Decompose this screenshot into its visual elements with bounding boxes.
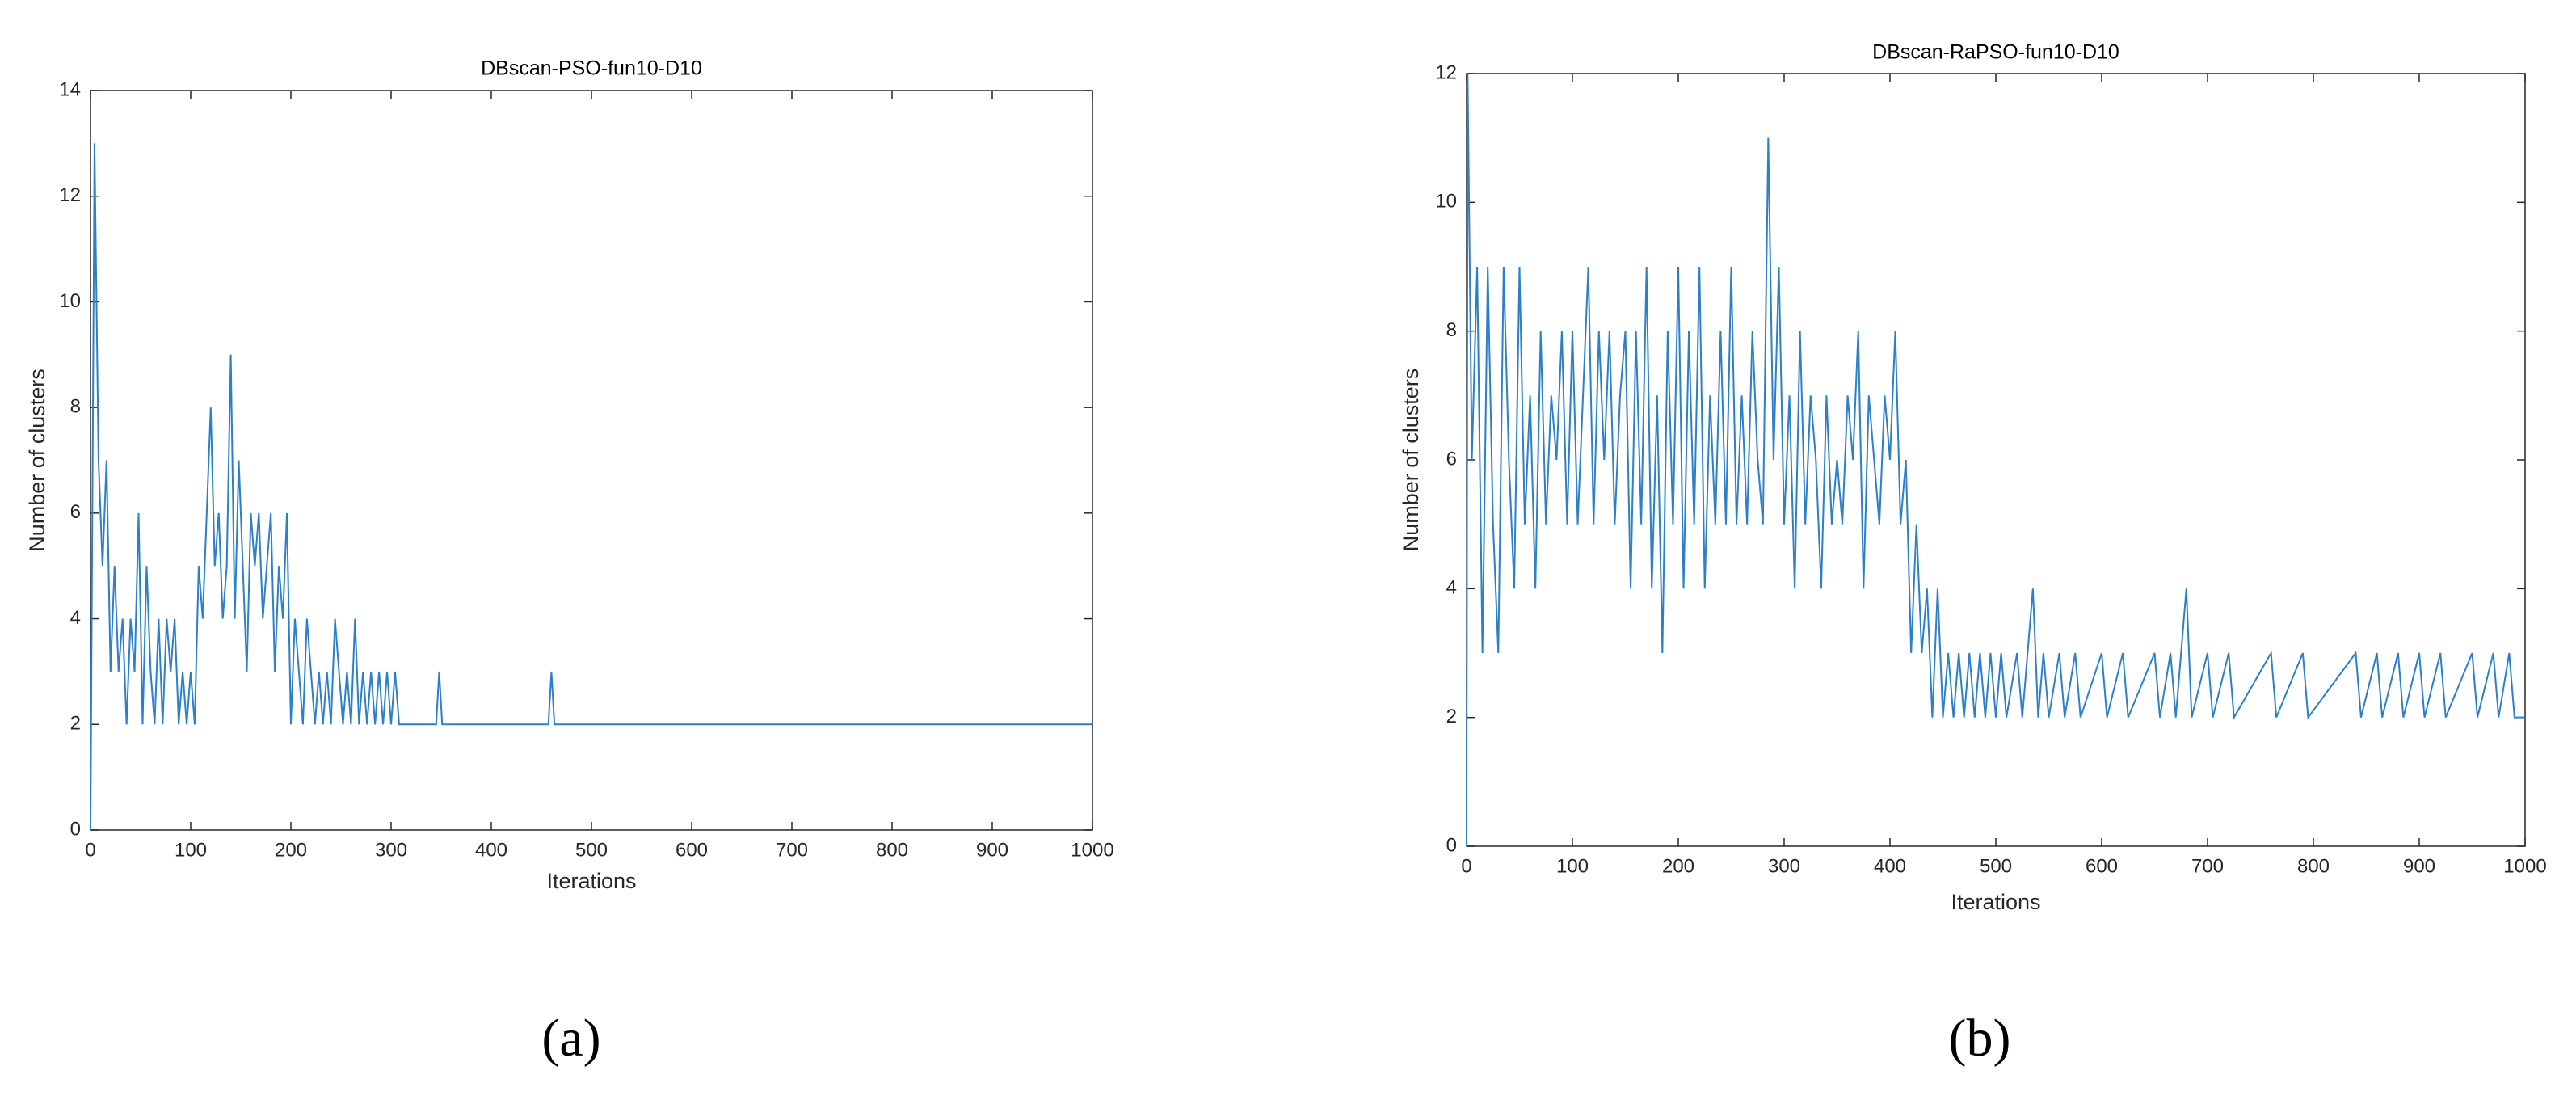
x-tick-label: 300 <box>375 839 407 861</box>
x-tick-label: 800 <box>2297 855 2330 877</box>
x-tick-label: 700 <box>2191 855 2224 877</box>
y-axis-label: Number of clusters <box>1399 369 1423 552</box>
x-tick-label: 0 <box>85 839 95 861</box>
y-tick-label: 2 <box>70 713 81 735</box>
x-tick-label: 100 <box>175 839 207 861</box>
y-tick-label: 0 <box>70 818 81 840</box>
y-tick-label: 8 <box>70 395 81 417</box>
y-tick-label: 14 <box>59 78 81 100</box>
x-tick-label: 100 <box>1556 855 1589 877</box>
x-tick-label: 400 <box>1874 855 1906 877</box>
x-tick-label: 0 <box>1461 855 1471 877</box>
panel-label: (a) <box>541 1009 600 1068</box>
y-tick-label: 12 <box>59 184 81 206</box>
y-tick-label: 8 <box>1446 319 1457 341</box>
chart-title: DBscan-RaPSO-fun10-D10 <box>1872 41 2119 64</box>
x-axis-label: Iterations <box>1951 890 2040 914</box>
x-axis-label: Iterations <box>546 869 636 893</box>
chart-title: DBscan-PSO-fun10-D10 <box>481 57 702 80</box>
x-tick-label: 500 <box>575 839 608 861</box>
data-line <box>90 143 1092 831</box>
x-tick-label: 200 <box>1662 855 1694 877</box>
x-tick-label: 900 <box>2403 855 2435 877</box>
y-axis-label: Number of clusters <box>25 369 49 552</box>
data-line <box>1466 73 2525 847</box>
y-tick-label: 4 <box>70 607 81 629</box>
x-tick-label: 600 <box>676 839 708 861</box>
subplot: 0 100 200 300 400 500 600 700 800 900 1000 0 2 4 6 8 10 1… <box>25 57 1114 1068</box>
subplot: 0 100 200 300 400 500 600 700 800 900 1000 0 2 4 6 8 10 1… <box>1399 41 2547 1068</box>
plot-area <box>90 90 1093 831</box>
x-tick-label: 1000 <box>2503 855 2546 877</box>
y-tick-label: 6 <box>1446 448 1457 470</box>
x-tick-label: 500 <box>1980 855 2012 877</box>
x-tick-label: 700 <box>776 839 808 861</box>
y-tick-label: 10 <box>59 290 81 312</box>
y-tick-label: 6 <box>70 501 81 523</box>
y-tick-label: 10 <box>1435 191 1457 213</box>
x-tick-label: 200 <box>275 839 307 861</box>
x-tick-label: 900 <box>976 839 1008 861</box>
x-tick-label: 300 <box>1768 855 1800 877</box>
y-tick-label: 4 <box>1446 577 1457 599</box>
x-tick-label: 1000 <box>1071 839 1113 861</box>
x-tick-label: 600 <box>2086 855 2118 877</box>
x-tick-label: 800 <box>876 839 908 861</box>
x-tick-label: 400 <box>475 839 507 861</box>
y-tick-label: 12 <box>1435 61 1457 83</box>
y-tick-label: 0 <box>1446 834 1457 856</box>
plot-area <box>1466 73 2526 847</box>
panel-label: (b) <box>1949 1009 2011 1068</box>
y-tick-label: 2 <box>1446 706 1457 727</box>
